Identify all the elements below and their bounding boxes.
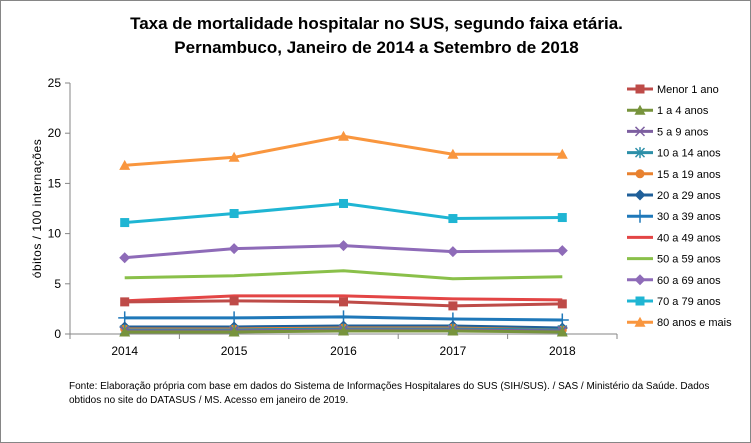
legend-label: 5 a 9 anos — [657, 126, 709, 138]
y-tick-label: 0 — [54, 327, 61, 341]
data-point — [228, 243, 240, 255]
data-point — [119, 252, 131, 264]
data-point — [339, 297, 348, 307]
x-tick-label: 2015 — [221, 344, 248, 358]
data-point — [120, 218, 130, 228]
data-point — [448, 214, 458, 224]
data-point — [448, 301, 458, 311]
legend-marker — [634, 316, 646, 327]
data-point — [556, 245, 568, 257]
data-point — [228, 326, 240, 337]
legend-marker — [634, 189, 646, 201]
chart-title: Taxa de mortalidade hospitalar no SUS, s… — [130, 14, 623, 33]
data-point — [556, 326, 568, 337]
x-tick-label: 2016 — [330, 344, 357, 358]
legend-label: 40 a 49 anos — [657, 232, 721, 244]
legend-label: 10 a 14 anos — [657, 148, 721, 160]
data-point — [557, 213, 567, 223]
legend-label: 20 a 29 anos — [657, 190, 721, 202]
legend-marker — [635, 296, 645, 306]
legend-marker — [633, 209, 647, 223]
y-tick-label: 25 — [48, 76, 62, 90]
legend-label: 1 a 4 anos — [657, 105, 709, 117]
series-line — [124, 294, 563, 303]
legend-marker — [635, 169, 645, 179]
data-point — [338, 130, 349, 141]
data-point — [447, 325, 459, 336]
data-point — [556, 148, 568, 159]
y-tick-label: 15 — [48, 176, 62, 190]
data-point — [339, 198, 348, 208]
data-point — [120, 297, 130, 307]
legend-label: 30 a 39 anos — [657, 211, 721, 223]
x-tick-label: 2018 — [549, 344, 576, 358]
legend-marker — [634, 104, 646, 115]
y-tick-label: 5 — [54, 277, 61, 291]
data-point — [228, 151, 240, 162]
legend-marker — [634, 126, 646, 137]
legend-label: 15 a 19 anos — [657, 169, 721, 181]
legend-marker — [635, 84, 645, 94]
data-point — [229, 296, 239, 306]
data-point — [229, 209, 239, 219]
y-tick-label: 20 — [48, 126, 62, 140]
data-point — [447, 246, 459, 258]
y-tick-label: 10 — [48, 227, 62, 241]
legend-label: 60 a 69 anos — [657, 275, 721, 287]
footnote: Fonte: Elaboração própria com base em da… — [69, 381, 710, 406]
data-point — [447, 148, 459, 159]
y-axis-label: óbitos / 100 internações — [30, 139, 44, 278]
series-line — [124, 269, 563, 281]
legend-label: 50 a 59 anos — [657, 254, 721, 266]
data-point — [338, 240, 349, 252]
chart-subtitle: Pernambuco, Janeiro de 2014 a Setembro d… — [174, 38, 579, 57]
legend-label: Menor 1 ano — [657, 84, 719, 96]
data-point — [338, 325, 349, 336]
data-point — [557, 299, 567, 309]
data-point — [119, 159, 131, 170]
x-tick-label: 2017 — [440, 344, 467, 358]
legend-label: 80 anos e mais — [657, 317, 732, 329]
legend-label: 70 a 79 anos — [657, 296, 721, 308]
data-point — [119, 326, 131, 337]
legend-marker — [634, 147, 646, 159]
legend-marker — [634, 274, 646, 286]
x-tick-label: 2014 — [111, 344, 138, 358]
